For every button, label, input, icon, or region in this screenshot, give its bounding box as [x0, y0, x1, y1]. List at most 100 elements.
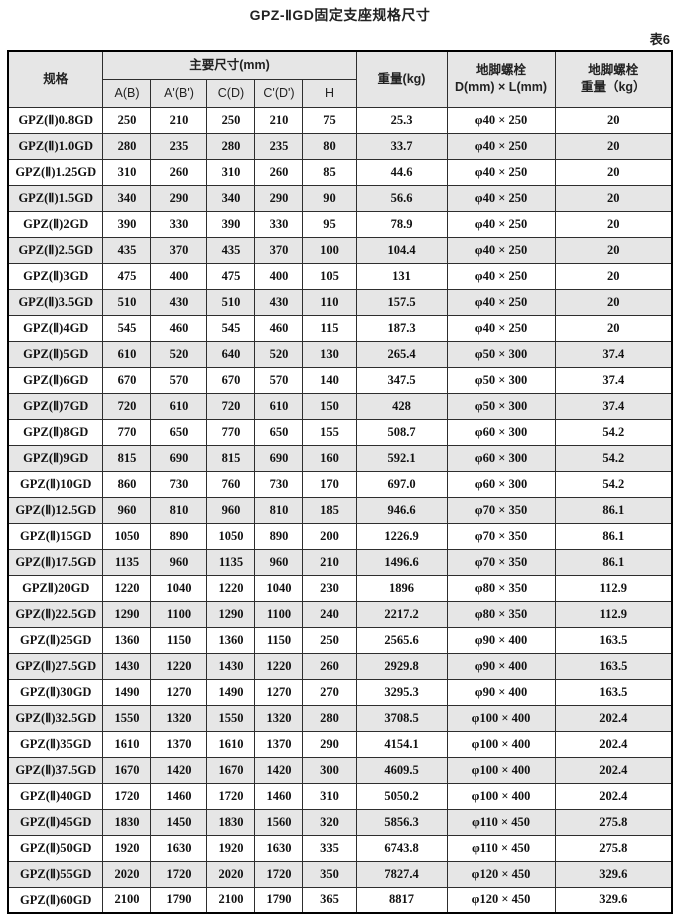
bolt-spec-cell: φ40 × 250 [446, 262, 556, 290]
weight-cell: 187.3 [355, 314, 448, 342]
spec-cell: GPZ(Ⅱ)3GD [7, 262, 104, 290]
table-row: GPZ(Ⅱ)2GD 390 330 390 330 95 78.9 φ40 × 250 20 [7, 210, 673, 238]
bolt-weight-cell: 20 [554, 236, 673, 264]
weight-cell: 8817 [355, 886, 448, 914]
weight-cell: 592.1 [355, 444, 448, 472]
dim-h-cell: 210 [302, 548, 357, 576]
table-row: GPZ(Ⅱ)45GD 1830 1450 1830 1560 320 5856.3 φ110 … [7, 808, 673, 836]
dim-a1-cell: 1040 [150, 574, 208, 602]
weight-cell: 2217.2 [355, 600, 448, 628]
dim-a1-cell: 235 [150, 132, 208, 160]
dim-c1-cell: 1100 [254, 600, 304, 628]
dim-c-cell: 510 [206, 288, 256, 316]
dim-h-cell: 150 [302, 392, 357, 420]
dim-a-cell: 1360 [102, 626, 152, 654]
dim-c1-cell: 260 [254, 158, 304, 186]
dim-a-cell: 475 [102, 262, 152, 290]
dim-c1-cell: 400 [254, 262, 304, 290]
header-spec: 规格 [7, 50, 104, 108]
weight-cell: 1896 [355, 574, 448, 602]
table-row: GPZ(Ⅱ)10GD 860 730 760 730 170 697.0 φ60 × 300 5… [7, 470, 673, 498]
dim-h-cell: 85 [302, 158, 357, 186]
dim-a-cell: 390 [102, 210, 152, 238]
dim-a1-cell: 520 [150, 340, 208, 368]
dim-h-cell: 95 [302, 210, 357, 238]
bolt-spec-cell: φ110 × 450 [446, 834, 556, 862]
dim-a1-cell: 1450 [150, 808, 208, 836]
bolt-weight-cell: 202.4 [554, 730, 673, 758]
dim-a-cell: 1050 [102, 522, 152, 550]
dim-a1-cell: 730 [150, 470, 208, 498]
dim-h-cell: 260 [302, 652, 357, 680]
weight-cell: 78.9 [355, 210, 448, 238]
dim-a-cell: 510 [102, 288, 152, 316]
table-row: GPZ(Ⅱ)1.25GD 310 260 310 260 85 44.6 φ40 × 250 2… [7, 158, 673, 186]
dim-h-cell: 160 [302, 444, 357, 472]
dim-h-cell: 280 [302, 704, 357, 732]
spec-cell: GPZ(Ⅱ)55GD [7, 860, 104, 888]
bolt-spec-cell: φ40 × 250 [446, 314, 556, 342]
dim-c1-cell: 1270 [254, 678, 304, 706]
dim-h-cell: 200 [302, 522, 357, 550]
dim-h-cell: 90 [302, 184, 357, 212]
table-row: GPZ(Ⅱ)40GD 1720 1460 1720 1460 310 5050.2 φ100 … [7, 782, 673, 810]
spec-cell: GPZ(Ⅱ)1.0GD [7, 132, 104, 160]
bolt-spec-cell: φ40 × 250 [446, 158, 556, 186]
dim-h-cell: 185 [302, 496, 357, 524]
dim-h-cell: 110 [302, 288, 357, 316]
bolt-spec-cell: φ60 × 300 [446, 418, 556, 446]
bolt-spec-cell: φ70 × 350 [446, 496, 556, 524]
dim-h-cell: 80 [302, 132, 357, 160]
weight-cell: 131 [355, 262, 448, 290]
dim-h-cell: 75 [302, 106, 357, 134]
table-header: 规格 主要尺寸(mm) 重量(kg) 地脚螺栓 D(mm) × L(mm) 地脚… [7, 50, 673, 108]
table-row: GPZ(Ⅱ)9GD 815 690 815 690 160 592.1 φ60 × 300 54… [7, 444, 673, 472]
bolt-weight-cell: 20 [554, 262, 673, 290]
bolt-spec-cell: φ40 × 250 [446, 132, 556, 160]
table-row: GPZ(Ⅱ)1.5GD 340 290 340 290 90 56.6 φ40 × 250 20 [7, 184, 673, 212]
dim-h-cell: 350 [302, 860, 357, 888]
weight-cell: 2929.8 [355, 652, 448, 680]
dim-a1-cell: 260 [150, 158, 208, 186]
dim-a-cell: 1290 [102, 600, 152, 628]
dim-a-cell: 340 [102, 184, 152, 212]
dim-a1-cell: 1370 [150, 730, 208, 758]
table-row: GPZ(Ⅱ)3GD 475 400 475 400 105 131 φ40 × 250 20 [7, 262, 673, 290]
dim-c-cell: 280 [206, 132, 256, 160]
header-anchor-bolt-weight: 地脚螺栓 重量（kg） [554, 50, 673, 108]
table-row: GPZ(Ⅱ)22.5GD 1290 1100 1290 1100 240 2217.2 φ80… [7, 600, 673, 628]
dim-a1-cell: 330 [150, 210, 208, 238]
bolt-spec-cell: φ100 × 400 [446, 782, 556, 810]
dim-h-cell: 170 [302, 470, 357, 498]
bolt-spec-cell: φ90 × 400 [446, 652, 556, 680]
dim-h-cell: 100 [302, 236, 357, 264]
dim-h-cell: 250 [302, 626, 357, 654]
dim-h-cell: 230 [302, 574, 357, 602]
dim-c1-cell: 210 [254, 106, 304, 134]
dim-h-cell: 140 [302, 366, 357, 394]
header-dim-a1: A'(B') [150, 78, 208, 108]
bolt-weight-cell: 37.4 [554, 366, 673, 394]
dim-c1-cell: 520 [254, 340, 304, 368]
spec-cell: GPZ(Ⅱ)37.5GD [7, 756, 104, 784]
dim-a1-cell: 370 [150, 236, 208, 264]
bolt-spec-cell: φ40 × 250 [446, 288, 556, 316]
dim-a1-cell: 430 [150, 288, 208, 316]
dim-c-cell: 640 [206, 340, 256, 368]
spec-cell: GPZ(Ⅱ)3.5GD [7, 288, 104, 316]
dim-c1-cell: 235 [254, 132, 304, 160]
dim-c-cell: 960 [206, 496, 256, 524]
spec-cell: GPZ(Ⅱ)8GD [7, 418, 104, 446]
dim-h-cell: 270 [302, 678, 357, 706]
dim-c1-cell: 460 [254, 314, 304, 342]
bolt-weight-cell: 20 [554, 314, 673, 342]
bolt-spec-cell: φ40 × 250 [446, 236, 556, 264]
dim-a1-cell: 400 [150, 262, 208, 290]
dim-a1-cell: 1150 [150, 626, 208, 654]
spec-cell: GPZⅡ)20GD [7, 574, 104, 602]
spec-cell: GPZ(Ⅱ)0.8GD [7, 106, 104, 134]
dim-c1-cell: 1220 [254, 652, 304, 680]
weight-cell: 44.6 [355, 158, 448, 186]
spec-table: 规格 主要尺寸(mm) 重量(kg) 地脚螺栓 D(mm) × L(mm) 地脚… [6, 50, 673, 914]
dim-a-cell: 1610 [102, 730, 152, 758]
